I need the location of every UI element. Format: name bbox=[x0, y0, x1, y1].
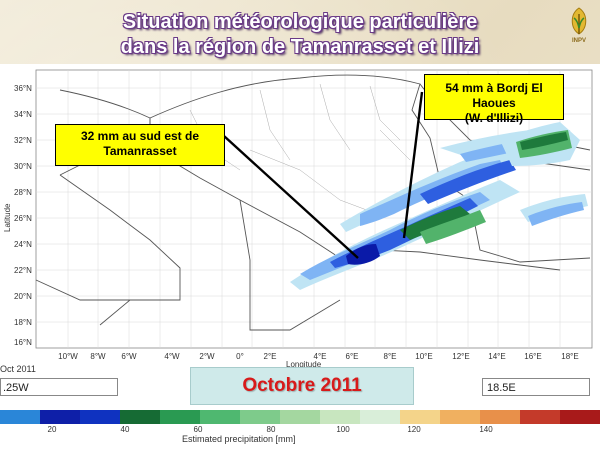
colorbar-label-0: 20 bbox=[47, 425, 57, 434]
x-tick-14: 18°E bbox=[561, 352, 579, 361]
leader-line-left bbox=[223, 135, 359, 259]
callout-bordj-el-haoues: 54 mm à Bordj El Haoues (W. d'Illizi) bbox=[424, 74, 564, 125]
x-tick-7: 4°E bbox=[313, 352, 327, 361]
y-tick-2: 32°N bbox=[14, 136, 32, 145]
colorbar-cell bbox=[520, 410, 561, 424]
y-tick-4: 28°N bbox=[14, 188, 32, 197]
colorbar-cell bbox=[200, 410, 241, 424]
colorbar-cell bbox=[120, 410, 161, 424]
x-tick-1: 8°W bbox=[90, 352, 106, 361]
callout-right-line2: (W. d'Illizi) bbox=[464, 111, 524, 125]
x-tick-10: 10°E bbox=[415, 352, 433, 361]
colorbar-cell bbox=[0, 410, 41, 424]
slide-title: Situation météorologique particulière da… bbox=[40, 10, 560, 60]
x-tick-9: 8°E bbox=[383, 352, 397, 361]
x-tick-6: 2°E bbox=[263, 352, 277, 361]
longitude-max-field[interactable]: 18.5E bbox=[482, 378, 590, 396]
x-tick-2: 6°W bbox=[121, 352, 137, 361]
leader-line-right bbox=[402, 91, 424, 239]
colorbar-cell bbox=[440, 410, 481, 424]
y-tick-10: 16°N bbox=[14, 338, 32, 347]
y-tick-9: 18°N bbox=[14, 318, 32, 327]
callout-left-line1: 32 mm au sud est de bbox=[80, 129, 200, 143]
colorbar-label-5: 120 bbox=[407, 425, 421, 434]
x-tick-5: 0° bbox=[236, 352, 244, 361]
colorbar-cell bbox=[160, 410, 201, 424]
x-tick-12: 14°E bbox=[488, 352, 506, 361]
y-tick-6: 24°N bbox=[14, 240, 32, 249]
x-tick-11: 12°E bbox=[452, 352, 470, 361]
x-tick-8: 6°E bbox=[345, 352, 359, 361]
x-tick-0: 10°W bbox=[58, 352, 78, 361]
logo-text: INPV bbox=[571, 38, 586, 44]
colorbar-cell bbox=[240, 410, 281, 424]
colorbar-label-4: 100 bbox=[336, 425, 350, 434]
x-tick-3: 4°W bbox=[164, 352, 180, 361]
colorbar-label-3: 80 bbox=[266, 425, 276, 434]
y-tick-3: 30°N bbox=[14, 162, 32, 171]
colorbar-label-6: 140 bbox=[479, 425, 493, 434]
colorbar-cell bbox=[280, 410, 321, 424]
colorbar-label-1: 40 bbox=[120, 425, 130, 434]
date-label-box: Octobre 2011 bbox=[190, 367, 414, 405]
inpv-logo-icon bbox=[571, 7, 587, 35]
y-tick-1: 34°N bbox=[14, 110, 32, 119]
colorbar-label-2: 60 bbox=[193, 425, 203, 434]
colorbar-cell bbox=[560, 410, 600, 424]
colorbar-title: Estimated precipitation [mm] bbox=[182, 434, 296, 444]
x-tick-4: 2°W bbox=[199, 352, 215, 361]
x-tick-13: 16°E bbox=[524, 352, 542, 361]
precipitation-colorbar bbox=[0, 410, 600, 424]
colorbar-cell bbox=[40, 410, 81, 424]
colorbar-cell bbox=[480, 410, 521, 424]
callout-left-line2: Tamanrasset bbox=[103, 144, 177, 158]
longitude-min-field[interactable]: .25W bbox=[0, 378, 118, 396]
left-date-label: Oct 2011 bbox=[0, 364, 36, 374]
y-tick-5: 26°N bbox=[14, 214, 32, 223]
callout-tamanrasset: 32 mm au sud est de Tamanrasset bbox=[55, 124, 225, 166]
y-tick-0: 36°N bbox=[14, 84, 32, 93]
colorbar-cell bbox=[360, 410, 401, 424]
title-line-2: dans la région de Tamanrasset et Illizi bbox=[120, 36, 480, 58]
x-axis-label: Longitude bbox=[286, 360, 322, 369]
colorbar-cell bbox=[400, 410, 441, 424]
callout-right-line1: 54 mm à Bordj El Haoues bbox=[445, 81, 543, 110]
y-tick-7: 22°N bbox=[14, 266, 32, 275]
colorbar-cell bbox=[320, 410, 361, 424]
title-line-1: Situation météorologique particulière bbox=[122, 11, 478, 33]
y-axis-label: Latitude bbox=[3, 203, 12, 232]
colorbar-cell bbox=[80, 410, 121, 424]
y-tick-8: 20°N bbox=[14, 292, 32, 301]
